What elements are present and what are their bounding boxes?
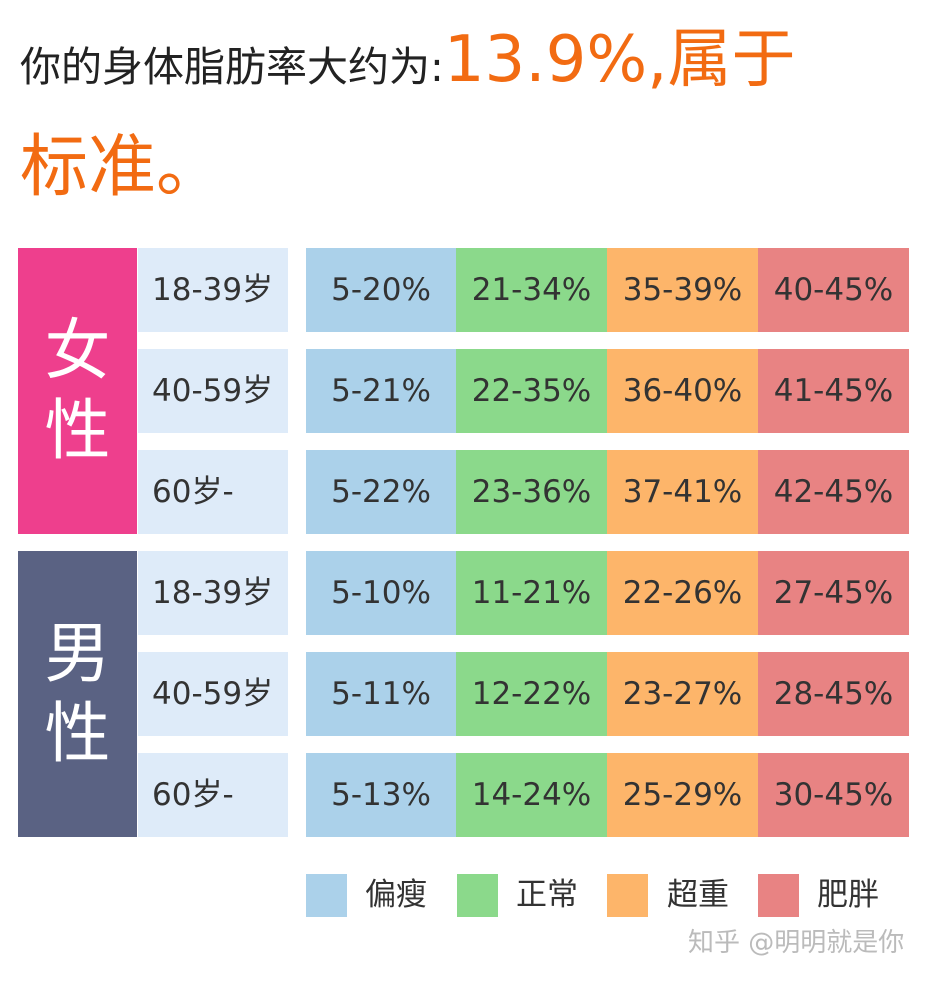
- range-cell-normal: 14-24%: [456, 753, 607, 837]
- watermark: 知乎 @明明就是你: [688, 928, 905, 958]
- headline-value: 13.9%,属于: [443, 23, 796, 97]
- gender-label-male: 男性: [18, 551, 137, 837]
- range-cell-obese: 41-45%: [758, 349, 909, 433]
- range-cell-obese: 30-45%: [758, 753, 909, 837]
- legend-label-overweight: 超重: [667, 877, 729, 913]
- range-cell-overweight: 36-40%: [607, 349, 758, 433]
- gender-label-female: 女性: [18, 248, 137, 534]
- gender-char: 性: [44, 392, 111, 469]
- headline-lead: 你的身体脂肪率大约为:: [20, 43, 444, 91]
- range-cell-thin: 5-20%: [306, 248, 456, 332]
- legend-swatch-obese: [758, 874, 799, 917]
- legend-swatch-normal: [457, 874, 498, 917]
- range-cell-overweight: 22-26%: [607, 551, 758, 635]
- gender-char: 性: [44, 695, 111, 772]
- range-cell-thin: 5-21%: [306, 349, 456, 433]
- headline-category: 标准。: [20, 128, 225, 207]
- range-cell-overweight: 25-29%: [607, 753, 758, 837]
- range-cell-obese: 27-45%: [758, 551, 909, 635]
- gender-char: 女: [44, 312, 111, 389]
- range-cell-obese: 42-45%: [758, 450, 909, 534]
- legend-label-thin: 偏瘦: [365, 877, 427, 913]
- result-headline: 你的身体脂肪率大约为:13.9%,属于 标准。: [20, 14, 920, 231]
- age-group: 60岁-: [138, 450, 288, 534]
- range-cell-thin: 5-11%: [306, 652, 456, 736]
- range-cell-obese: 28-45%: [758, 652, 909, 736]
- range-cell-normal: 11-21%: [456, 551, 607, 635]
- range-cell-overweight: 23-27%: [607, 652, 758, 736]
- range-cell-normal: 21-34%: [456, 248, 607, 332]
- legend-label-obese: 肥胖: [817, 877, 879, 913]
- gender-char: 男: [44, 615, 111, 692]
- age-group: 60岁-: [138, 753, 288, 837]
- age-group: 40-59岁: [138, 652, 288, 736]
- range-cell-thin: 5-10%: [306, 551, 456, 635]
- range-cell-thin: 5-13%: [306, 753, 456, 837]
- age-group: 18-39岁: [138, 551, 288, 635]
- legend-label-normal: 正常: [516, 877, 578, 913]
- age-group: 40-59岁: [138, 349, 288, 433]
- range-cell-overweight: 37-41%: [607, 450, 758, 534]
- legend-swatch-overweight: [607, 874, 648, 917]
- range-cell-normal: 22-35%: [456, 349, 607, 433]
- age-group: 18-39岁: [138, 248, 288, 332]
- range-cell-normal: 23-36%: [456, 450, 607, 534]
- range-cell-obese: 40-45%: [758, 248, 909, 332]
- range-cell-normal: 12-22%: [456, 652, 607, 736]
- legend-swatch-thin: [306, 874, 347, 917]
- range-cell-thin: 5-22%: [306, 450, 456, 534]
- range-cell-overweight: 35-39%: [607, 248, 758, 332]
